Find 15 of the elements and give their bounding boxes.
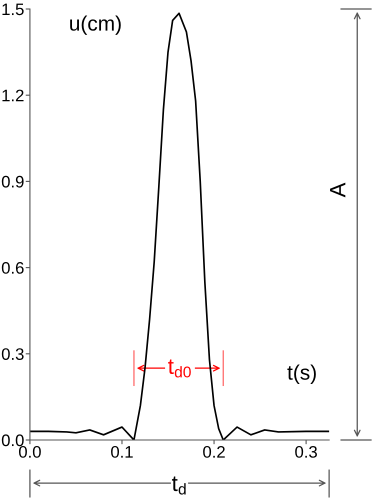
y-tick-label: 0.9	[2, 176, 24, 188]
y-axis-title: u(cm)	[70, 15, 121, 35]
text: A	[330, 182, 346, 198]
x-tick-label: 0.3	[295, 446, 317, 458]
y-tick-label: 0.6	[2, 262, 24, 274]
x-tick-label: 0.1	[111, 446, 133, 458]
y-tick-label: 1.5	[2, 4, 24, 16]
text: t$_{d}$	[172, 476, 186, 495]
x-axis-title: t(s)	[287, 364, 316, 384]
x-tick-label: 0.2	[203, 446, 225, 458]
annotation: t$_{d0}$	[168, 359, 191, 378]
y-tick-label: 0.3	[2, 348, 24, 360]
y-tick-label: 0.0	[2, 434, 24, 446]
y-tick-label: 1.2	[2, 90, 24, 102]
x-tick-label: 0.0	[18, 446, 41, 458]
